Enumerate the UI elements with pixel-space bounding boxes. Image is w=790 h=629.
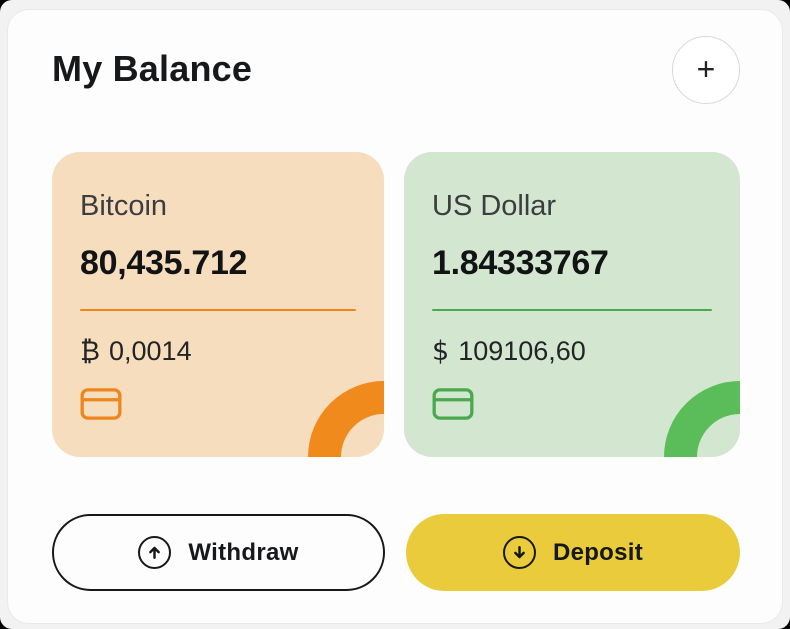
quarter-ring-decoration: [308, 381, 384, 457]
currency-name: US Dollar: [432, 190, 557, 222]
rate-value: 109106,60: [458, 336, 586, 366]
exchange-rate: $ 109106,60: [432, 336, 586, 367]
divider: [432, 309, 712, 311]
exchange-rate: ₿ 0,0014: [80, 336, 192, 367]
arrow-down-circle-icon: [502, 536, 536, 569]
arrow-up-circle-icon: [138, 536, 172, 569]
balance-card-bitcoin[interactable]: Bitcoin 80,435.712 ₿ 0,0014: [52, 152, 384, 457]
withdraw-label: Withdraw: [188, 538, 299, 566]
bitcoin-symbol: ₿: [80, 336, 100, 367]
withdraw-button[interactable]: Withdraw: [52, 514, 385, 591]
credit-card-icon: [80, 388, 122, 420]
currency-name: Bitcoin: [80, 190, 168, 222]
credit-card-icon: [432, 388, 474, 420]
balance-card-usd[interactable]: US Dollar 1.84333767 $ 109106,60: [404, 152, 740, 457]
balance-amount: 1.84333767: [432, 244, 609, 282]
balance-amount: 80,435.712: [80, 244, 248, 282]
deposit-button[interactable]: Deposit: [406, 514, 740, 591]
plus-icon: +: [696, 51, 716, 87]
deposit-label: Deposit: [552, 538, 644, 566]
quarter-ring-decoration: [664, 381, 740, 457]
page-title: My Balance: [52, 48, 253, 89]
add-balance-button[interactable]: +: [672, 36, 740, 104]
dollar-symbol: $: [432, 336, 450, 367]
divider: [80, 309, 356, 311]
rate-value: 0,0014: [109, 336, 192, 366]
